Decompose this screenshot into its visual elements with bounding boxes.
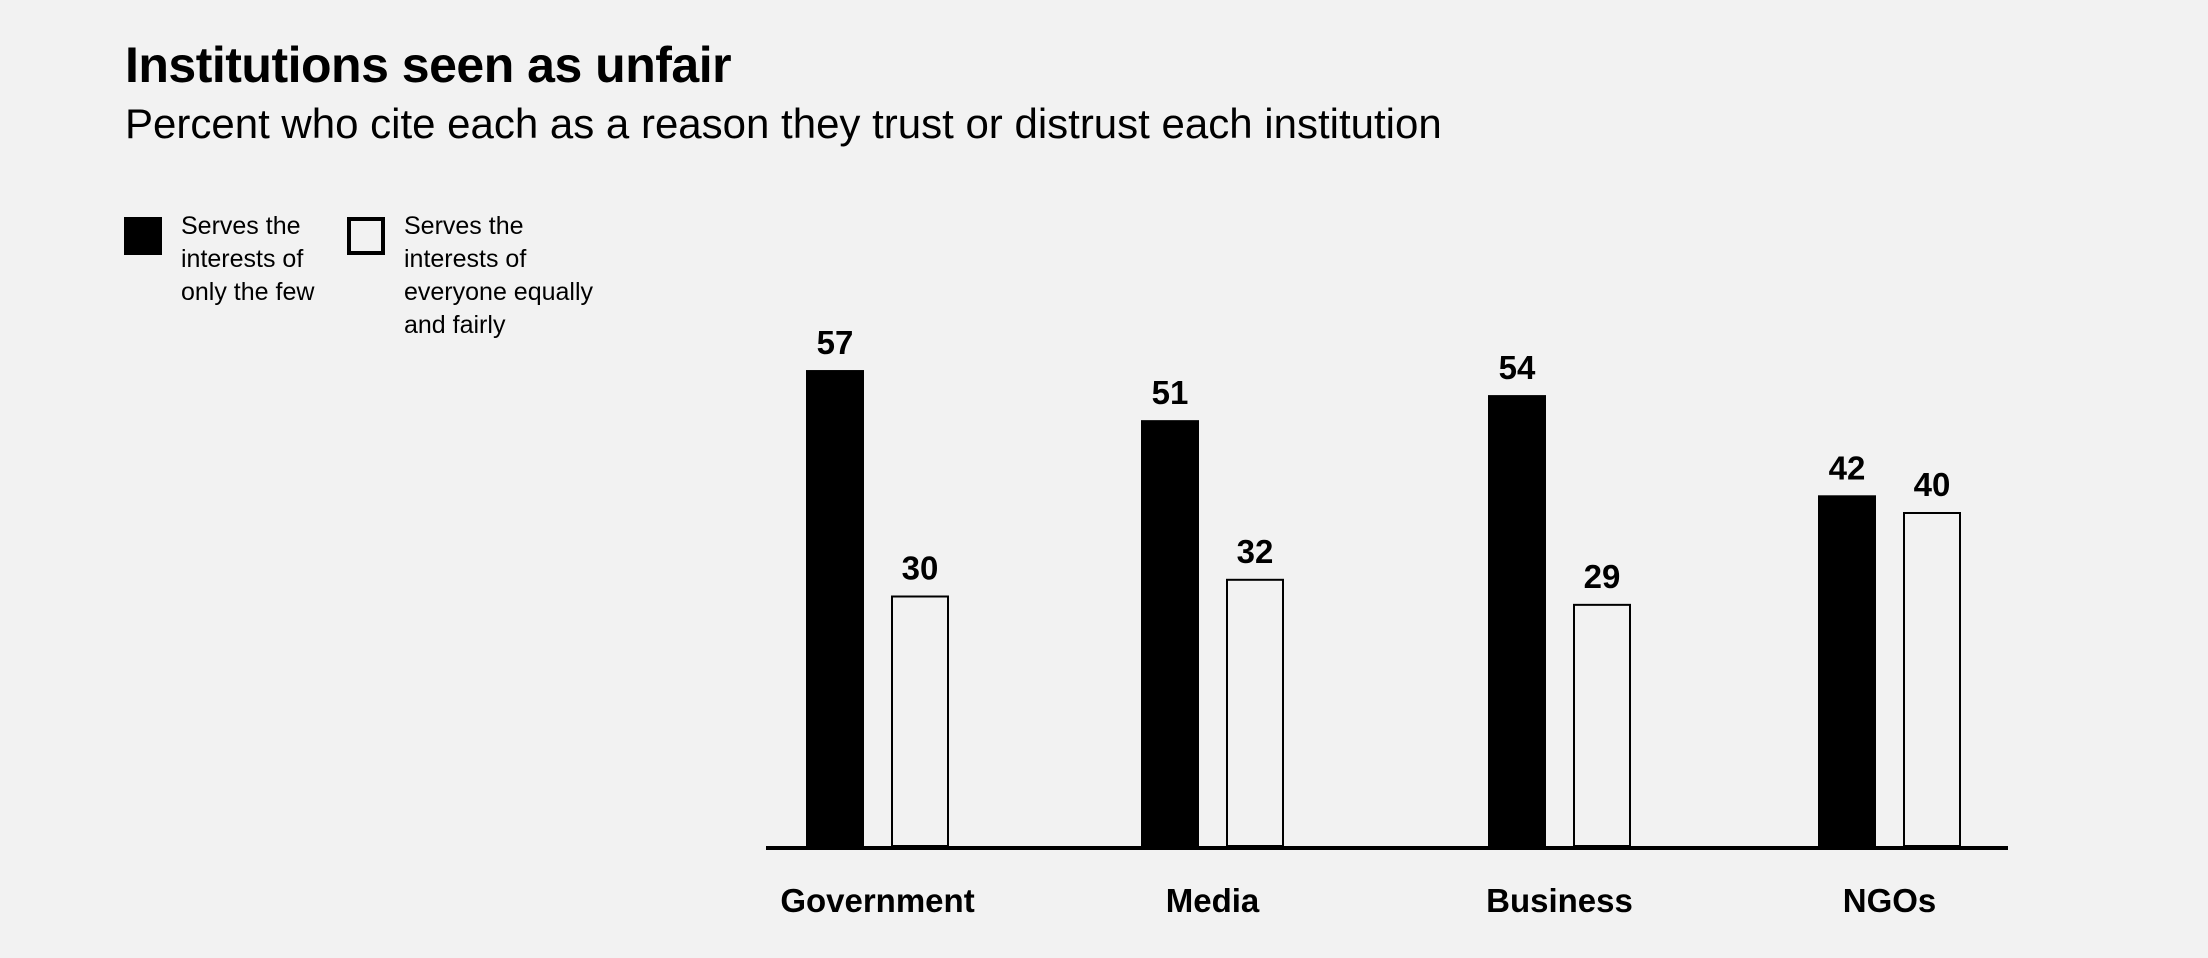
legend-label-few: Serves the interests of only the few [181, 212, 315, 306]
category-label-business: Business [1486, 882, 1633, 919]
value-label-business-few: 54 [1499, 349, 1536, 386]
legend-swatch-filled [124, 217, 162, 255]
category-label-government: Government [780, 882, 974, 919]
value-label-government-everyone: 30 [902, 550, 939, 587]
bar-business-everyone [1573, 603, 1631, 847]
value-label-ngos-few: 42 [1829, 449, 1866, 486]
value-label-media-everyone: 32 [1237, 533, 1274, 570]
bar-government-few [806, 370, 864, 846]
bars-group [806, 370, 1961, 847]
bar-ngos-few [1818, 495, 1876, 846]
bar-media-everyone [1226, 578, 1284, 847]
bar-business-few [1488, 395, 1546, 846]
legend-label-everyone: Serves the interests of everyone equally… [404, 212, 594, 339]
labels-group: 57 30 Government 51 32 Media 54 29 Business 42 40 N… [780, 324, 1950, 919]
legend-item-few: Serves the interests of only the few [124, 210, 314, 309]
bar-ngos-everyone [1903, 512, 1961, 847]
legend-swatch-outline [347, 217, 385, 255]
category-label-media: Media [1166, 882, 1260, 919]
chart-title: Institutions seen as unfair [125, 37, 732, 93]
legend-item-everyone: Serves the interests of everyone equally… [347, 210, 593, 342]
category-label-ngos: NGOs [1843, 882, 1937, 919]
value-label-business-everyone: 29 [1584, 558, 1621, 595]
bar-media-few [1141, 420, 1199, 846]
bar-government-everyone [891, 595, 949, 847]
value-label-media-few: 51 [1152, 374, 1189, 411]
chart-subtitle: Percent who cite each as a reason they t… [125, 100, 1442, 147]
value-label-ngos-everyone: 40 [1914, 466, 1951, 503]
value-label-government-few: 57 [817, 324, 854, 361]
